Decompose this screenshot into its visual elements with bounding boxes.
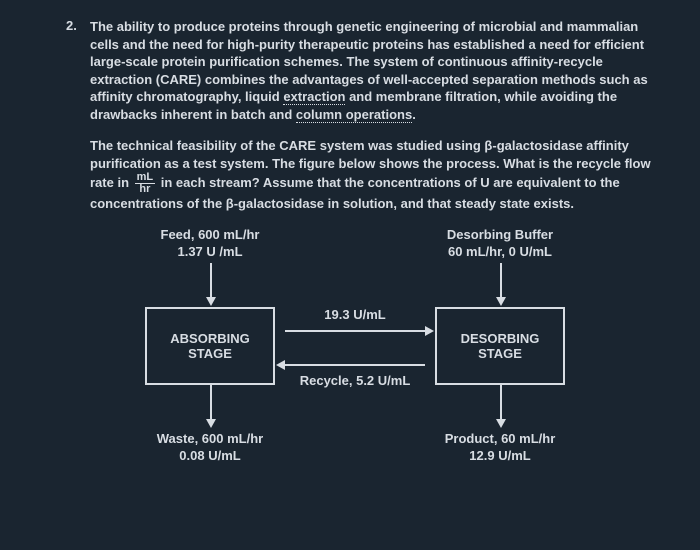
buffer-arrow bbox=[500, 263, 502, 297]
feed-label: Feed, 600 mL/hr1.37 U /mL bbox=[130, 227, 290, 261]
paragraph-1: The ability to produce proteins through … bbox=[90, 18, 656, 123]
desorbing-stage-box: DESORBINGSTAGE bbox=[435, 307, 565, 385]
product-label: Product, 60 mL/hr12.9 U/mL bbox=[410, 431, 590, 465]
buffer-arrow-head bbox=[496, 297, 506, 306]
recycle-arrow bbox=[285, 364, 425, 366]
desorb-buffer-label: Desorbing Buffer60 mL/hr, 0 U/mL bbox=[410, 227, 590, 261]
waste-label: Waste, 600 mL/hr0.08 U/mL bbox=[130, 431, 290, 465]
absorbing-stage-box: ABSORBINGSTAGE bbox=[145, 307, 275, 385]
question-number: 2. bbox=[66, 18, 77, 33]
product-arrow-head bbox=[496, 419, 506, 428]
feed-arrow-head bbox=[206, 297, 216, 306]
p1-u2: column operations bbox=[296, 107, 412, 123]
recycle-arrow-head bbox=[276, 360, 285, 370]
waste-arrow-head bbox=[206, 419, 216, 428]
product-arrow bbox=[500, 385, 502, 419]
process-diagram: Feed, 600 mL/hr1.37 U /mL Desorbing Buff… bbox=[80, 227, 640, 507]
p2-b: in each stream? Assume that the concentr… bbox=[90, 175, 620, 211]
recycle-label: Recycle, 5.2 U/mL bbox=[280, 373, 430, 390]
p1-c: . bbox=[412, 107, 416, 122]
paragraph-2: The technical feasibility of the CARE sy… bbox=[90, 137, 656, 213]
top-flow-arrow-head bbox=[425, 326, 434, 336]
top-flow-label: 19.3 U/mL bbox=[280, 307, 430, 324]
fraction: mLhr bbox=[135, 172, 156, 195]
fraction-bottom: hr bbox=[135, 184, 156, 195]
absorbing-stage-text: ABSORBINGSTAGE bbox=[170, 331, 249, 361]
p1-u1: extraction bbox=[283, 89, 345, 105]
desorbing-stage-text: DESORBINGSTAGE bbox=[461, 331, 540, 361]
waste-arrow bbox=[210, 385, 212, 419]
top-flow-arrow bbox=[285, 330, 425, 332]
feed-arrow bbox=[210, 263, 212, 297]
